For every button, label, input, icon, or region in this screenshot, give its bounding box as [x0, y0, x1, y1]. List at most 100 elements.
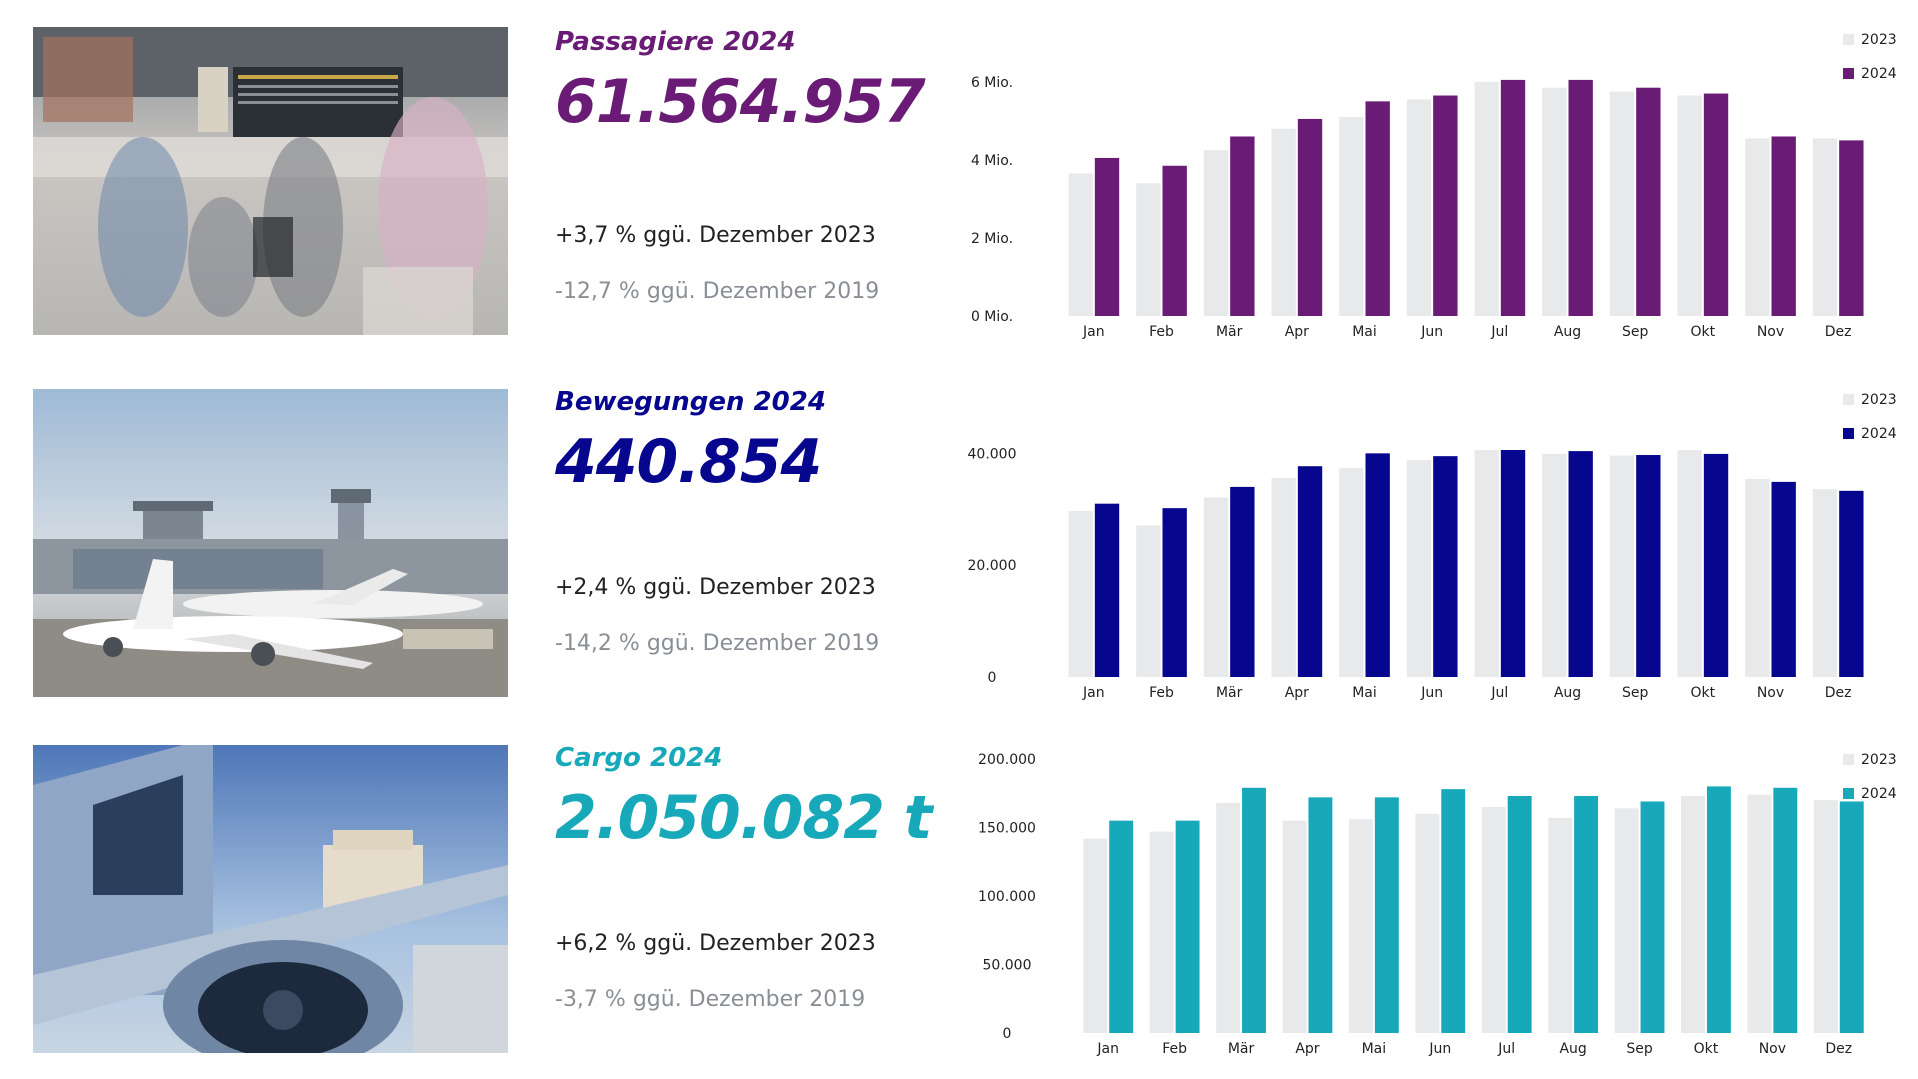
bar-2023-Apr: [1271, 477, 1296, 677]
kpi-change-2019: -3,7 % ggü. Dezember 2019: [555, 987, 866, 1012]
y-tick-label: 0 Mio.: [971, 309, 1013, 325]
airport-terminal-photo: [33, 27, 508, 335]
kpi-title: Bewegungen 2024: [555, 387, 826, 417]
bar-2023-Okt: [1677, 95, 1702, 316]
bar-2024-Mai: [1374, 797, 1399, 1033]
x-tick-label: Okt: [1691, 685, 1716, 701]
x-tick-label: Feb: [1162, 1041, 1187, 1057]
bar-2024-Feb: [1162, 165, 1187, 316]
bar-2023-Feb: [1136, 183, 1161, 316]
x-tick-label: Mai: [1352, 685, 1377, 701]
bar-2023-Mär: [1203, 150, 1229, 316]
bar-2023-Mai: [1339, 467, 1364, 677]
bar-2023-Jul: [1474, 450, 1499, 677]
bar-2023-Mai: [1348, 819, 1373, 1033]
x-tick-label: Jan: [1082, 324, 1105, 340]
y-tick-label: 50.000: [983, 958, 1032, 974]
bar-2024-Jan: [1109, 820, 1134, 1033]
chart-canvas: 0 20.000 40.000 Jan Feb Mär Apr Mai Jun Jul Aug Sep…: [968, 392, 1897, 701]
y-tick-label: 200.000: [978, 752, 1036, 768]
bar-2024-Dez: [1839, 801, 1864, 1033]
y-tick-label: 100.000: [978, 889, 1036, 905]
bar-2024-Aug: [1568, 79, 1593, 316]
x-tick-label: Apr: [1285, 685, 1309, 701]
x-tick-label: Aug: [1559, 1041, 1586, 1057]
bar-2024-Aug: [1568, 451, 1593, 677]
bar-2024-Apr: [1308, 797, 1333, 1033]
x-tick-label: Mär: [1216, 685, 1243, 701]
x-tick-label: Jul: [1497, 1041, 1515, 1057]
bar-2023-Sep: [1609, 91, 1635, 316]
bar-2024-Dez: [1839, 140, 1864, 316]
bar-2024-Okt: [1703, 93, 1729, 316]
bar-2023-Apr: [1271, 128, 1296, 316]
bar-2023-Jul: [1474, 81, 1499, 316]
x-tick-label: Nov: [1759, 1041, 1786, 1057]
bar-2023-Dez: [1812, 138, 1838, 316]
x-tick-label: Dez: [1825, 1041, 1852, 1057]
bar-2023-Jan: [1068, 173, 1093, 316]
legend-swatch-2023: [1843, 34, 1854, 45]
x-tick-label: Jan: [1096, 1041, 1119, 1057]
kpi-value: 61.564.957: [555, 67, 926, 137]
legend-swatch-2024: [1843, 788, 1854, 799]
bar-2024-Jun: [1441, 789, 1466, 1033]
bar-2024-Feb: [1162, 508, 1187, 677]
cargo-aircraft-photo: [33, 745, 508, 1053]
bar-2023-Nov: [1745, 479, 1770, 677]
bar-2024-Nov: [1771, 136, 1796, 316]
x-tick-label: Jun: [1420, 685, 1443, 701]
bar-2023-Jun: [1406, 460, 1432, 677]
bar-2023-Jan: [1083, 838, 1108, 1033]
bar-2023-Dez: [1813, 800, 1838, 1033]
bar-2024-Jul: [1500, 450, 1526, 677]
bar-2024-Apr: [1297, 118, 1323, 317]
bar-2023-Mär: [1203, 497, 1229, 677]
bar-2023-Aug: [1542, 453, 1567, 677]
bar-2023-Nov: [1747, 794, 1772, 1033]
passengers-chart: 0 Mio. 2 Mio. 4 Mio. 6 Mio. Jan Feb Mär Apr Mai J…: [960, 18, 1905, 348]
x-tick-label: Sep: [1626, 1041, 1653, 1057]
legend-swatch-2023: [1843, 394, 1854, 405]
bar-2024-Mär: [1242, 787, 1266, 1033]
kpi-value: 2.050.082 t: [555, 783, 932, 853]
bar-2023-Jun: [1406, 99, 1432, 316]
kpi-change-prev-year: +2,4 % ggü. Dezember 2023: [555, 575, 876, 600]
kpi-change-prev-year: +3,7 % ggü. Dezember 2023: [555, 223, 876, 248]
bar-2024-Apr: [1297, 466, 1323, 677]
x-tick-label: Okt: [1691, 324, 1716, 340]
y-tick-label: 20.000: [968, 558, 1017, 574]
legend-label-2023: 2023: [1861, 392, 1897, 408]
x-tick-label: Sep: [1622, 685, 1649, 701]
y-tick-label: 150.000: [978, 821, 1036, 837]
x-tick-label: Dez: [1825, 685, 1852, 701]
x-tick-label: Aug: [1554, 685, 1581, 701]
cargo-kpi: Cargo 2024 2.050.082 t +6,2 % ggü. Dezem…: [555, 743, 955, 1043]
bar-2024-Jan: [1094, 503, 1120, 677]
x-tick-label: Jul: [1490, 685, 1508, 701]
bar-2024-Jun: [1433, 95, 1458, 316]
y-tick-label: 4 Mio.: [971, 153, 1013, 169]
x-tick-label: Jun: [1428, 1041, 1451, 1057]
bar-2023-Nov: [1745, 138, 1770, 316]
x-tick-label: Apr: [1285, 324, 1309, 340]
bar-2023-Jun: [1415, 813, 1440, 1033]
bar-2023-Aug: [1548, 817, 1573, 1033]
bar-2023-Okt: [1681, 795, 1705, 1033]
kpi-title: Cargo 2024: [555, 743, 723, 773]
bar-2023-Okt: [1677, 450, 1702, 677]
bar-2023-Mär: [1216, 802, 1241, 1033]
bar-2024-Feb: [1175, 820, 1200, 1033]
x-tick-label: Mai: [1352, 324, 1377, 340]
kpi-value: 440.854: [555, 427, 822, 497]
x-tick-label: Jun: [1420, 324, 1443, 340]
x-tick-label: Jul: [1490, 324, 1508, 340]
bar-2023-Jan: [1068, 510, 1093, 677]
y-tick-label: 2 Mio.: [971, 231, 1013, 247]
movements-kpi: Bewegungen 2024 440.854 +2,4 % ggü. Deze…: [555, 387, 955, 687]
x-tick-label: Nov: [1757, 685, 1784, 701]
cargo-chart: 0 50.000 100.000 150.000 200.000 Jan Feb Mär Apr…: [960, 738, 1905, 1068]
x-tick-label: Feb: [1149, 685, 1174, 701]
bar-2023-Mai: [1339, 116, 1364, 316]
x-tick-label: Nov: [1757, 324, 1784, 340]
